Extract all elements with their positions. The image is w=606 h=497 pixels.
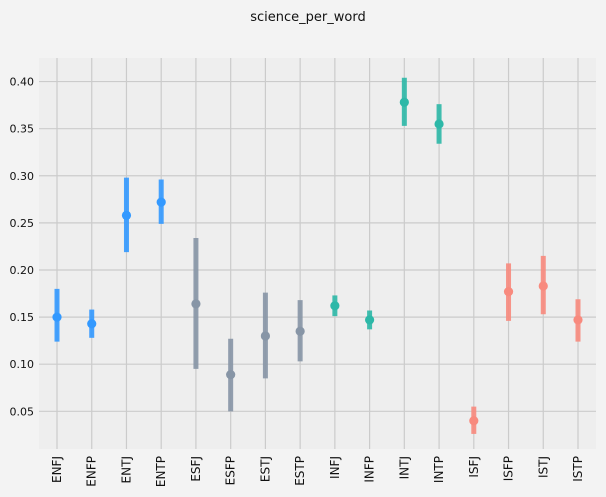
point-infj <box>330 301 340 311</box>
x-tick-label-enfj: ENFJ <box>50 456 64 483</box>
x-tick-label-infp: INFP <box>363 456 377 483</box>
y-tick-label: 0.20 <box>10 264 35 277</box>
x-tick-label-istj: ISTJ <box>536 456 550 478</box>
point-isfj <box>469 416 479 426</box>
y-tick-label: 0.05 <box>10 405 35 418</box>
point-enfp <box>87 319 97 329</box>
point-estp <box>295 326 305 336</box>
x-tick-label-esfp: ESFP <box>224 456 238 485</box>
point-estj <box>260 331 270 341</box>
point-esfp <box>226 369 236 380</box>
point-enfj <box>52 312 62 322</box>
point-istj <box>538 281 548 291</box>
y-tick-label: 0.15 <box>10 311 35 324</box>
chart-title: science_per_word <box>250 10 365 25</box>
y-tick-label: 0.40 <box>10 76 35 89</box>
x-tick-label-istp: ISTP <box>571 456 585 482</box>
x-axis: ENFJ ENFP ENTJ ENTP ESFJ ESFP ESTJ ESTP INFJ INFP… <box>50 456 585 487</box>
point-intj <box>399 97 409 107</box>
x-tick-label-estp: ESTP <box>293 456 307 486</box>
y-tick-label: 0.10 <box>10 358 35 371</box>
x-tick-label-entj: ENTJ <box>119 456 133 483</box>
point-isfp <box>503 287 514 297</box>
marks-layer <box>52 77 583 434</box>
y-tick-label: 0.25 <box>10 217 35 230</box>
y-tick-label: 0.35 <box>10 123 35 136</box>
x-tick-label-isfj: ISFJ <box>467 456 481 478</box>
x-tick-label-intp: INTP <box>432 456 446 483</box>
x-tick-label-intj: INTJ <box>397 456 411 479</box>
point-infp <box>365 315 375 325</box>
x-tick-label-isfp: ISFP <box>502 456 516 481</box>
plot-area <box>39 58 596 449</box>
x-tick-label-esfj: ESFJ <box>189 456 203 482</box>
point-istp <box>573 315 583 325</box>
y-tick-label: 0.30 <box>10 170 35 183</box>
point-entp <box>156 197 166 207</box>
y-axis: 0.05 0.10 0.15 0.20 0.25 0.30 0.35 0.40 <box>10 76 35 419</box>
x-tick-label-estj: ESTJ <box>258 456 272 482</box>
x-tick-label-infj: INFJ <box>328 456 342 479</box>
point-intp <box>434 119 444 129</box>
x-tick-label-entp: ENTP <box>154 456 168 487</box>
point-entj <box>121 210 132 220</box>
point-esfj <box>191 299 201 309</box>
x-tick-label-enfp: ENFP <box>85 456 99 487</box>
